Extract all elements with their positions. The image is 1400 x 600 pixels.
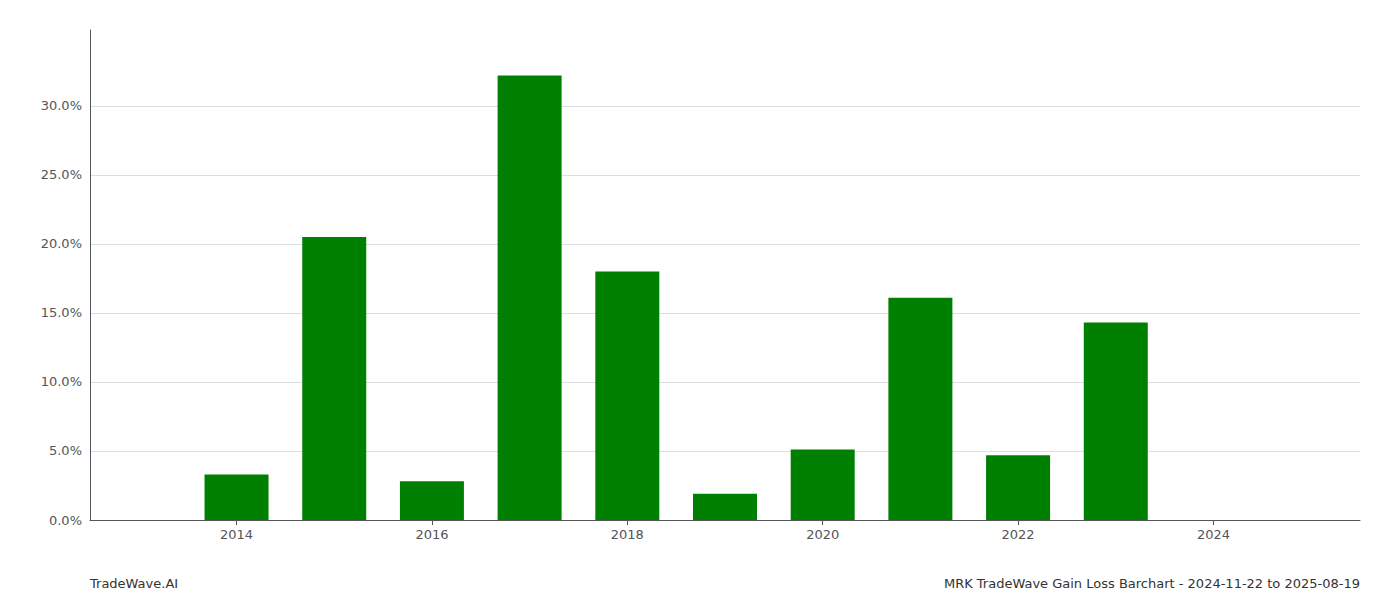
svg-text:20.0%: 20.0% xyxy=(41,236,82,251)
svg-text:2022: 2022 xyxy=(1002,527,1035,542)
svg-text:2020: 2020 xyxy=(806,527,839,542)
svg-text:30.0%: 30.0% xyxy=(41,98,82,113)
svg-text:2018: 2018 xyxy=(611,527,644,542)
svg-text:5.0%: 5.0% xyxy=(49,443,82,458)
svg-text:2024: 2024 xyxy=(1197,527,1230,542)
svg-text:0.0%: 0.0% xyxy=(49,513,82,528)
svg-text:2016: 2016 xyxy=(415,527,448,542)
svg-text:15.0%: 15.0% xyxy=(41,305,82,320)
svg-text:MRK TradeWave Gain Loss Barcha: MRK TradeWave Gain Loss Barchart - 2024-… xyxy=(944,576,1360,591)
svg-text:2014: 2014 xyxy=(220,527,253,542)
svg-text:TradeWave.AI: TradeWave.AI xyxy=(89,576,178,591)
svg-text:10.0%: 10.0% xyxy=(41,374,82,389)
svg-text:25.0%: 25.0% xyxy=(41,167,82,182)
